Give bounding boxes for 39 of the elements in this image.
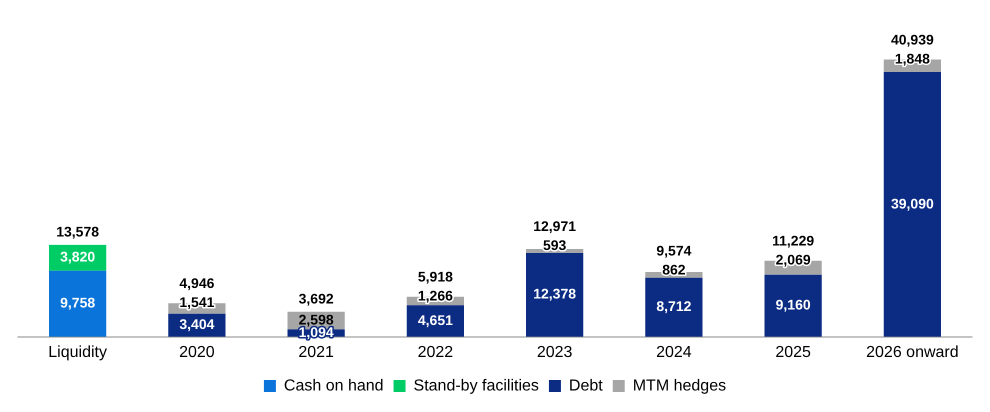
data-label: 4,651 [418,312,454,328]
x-tick-label: 2025 [775,344,812,361]
data-label: 862 [662,262,686,278]
bar [526,252,584,337]
legend-label: Debt [568,377,604,394]
data-label: 1,848 [894,50,930,66]
data-label: 8,712 [656,298,692,314]
total-label: 40,939 [890,31,934,48]
data-label: 3,820 [60,248,96,265]
data-label: 2,069 [776,252,811,268]
data-label: 12,378 [533,286,576,302]
x-tick-label: Liquidity [48,344,107,361]
total-label: 13,578 [56,224,100,240]
data-label: 1,541 [179,294,215,310]
data-label: 3,404 [179,316,215,332]
bar [49,270,106,337]
data-label: 9,160 [776,296,811,313]
total-label: 12,971 [533,218,576,234]
total-label: 3,692 [298,290,334,307]
data-label: 9,758 [60,294,96,311]
legend-label: Cash on hand [284,377,384,394]
legend-label: Stand-by facilities [414,377,539,394]
data-label: 593 [542,236,567,253]
x-tick-label: 2023 [536,344,573,361]
legend-label: MTM hedges [632,377,726,394]
bar [764,274,822,337]
total-label: 5,918 [418,268,454,285]
x-tick-label: 2026 onward [866,344,959,361]
data-label: 1,266 [418,288,454,304]
x-tick-label: 2020 [179,344,215,361]
total-label: 11,229 [772,232,814,249]
total-label: 4,946 [179,275,215,292]
total-label: 9,574 [656,242,692,259]
bar [645,278,702,337]
bar [884,72,941,337]
x-tick-label: 2024 [656,344,692,361]
x-tick-label: 2022 [418,344,454,361]
x-tick-label: 2021 [298,344,334,361]
data-label: 39,090 [890,195,934,212]
